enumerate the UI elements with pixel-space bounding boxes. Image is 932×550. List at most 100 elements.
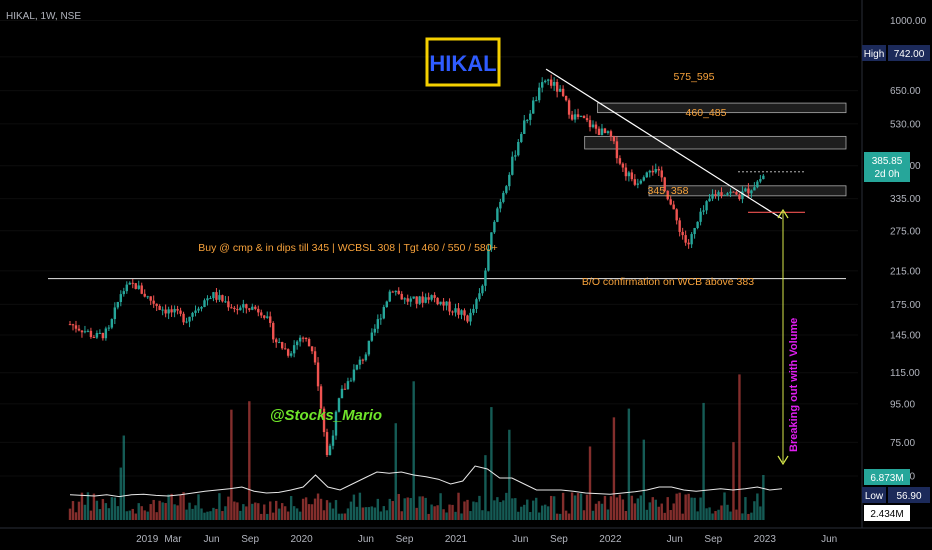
candle-body bbox=[696, 221, 699, 229]
candle-body bbox=[101, 332, 105, 339]
volume-tag: 6.873M bbox=[864, 469, 910, 485]
volume-bar bbox=[248, 401, 251, 520]
candle-body bbox=[600, 128, 604, 136]
volume-bar bbox=[113, 497, 117, 520]
volume-bar bbox=[523, 504, 526, 520]
candle-body bbox=[759, 179, 762, 182]
volume-bar bbox=[77, 501, 81, 520]
volume-bars bbox=[68, 374, 765, 520]
candle-body bbox=[233, 307, 236, 310]
volume-bar bbox=[511, 498, 514, 520]
breakout-note: B/O confirmation on WCB above 383 bbox=[582, 276, 754, 288]
volume-bar bbox=[104, 503, 108, 520]
x-tick-label: Sep bbox=[550, 534, 568, 545]
candle-body bbox=[457, 308, 460, 315]
volume-bar bbox=[735, 509, 738, 520]
candle-body bbox=[110, 319, 114, 328]
zone-label-460-485: 460_485 bbox=[686, 107, 727, 119]
candle-body bbox=[421, 296, 424, 303]
candle-body bbox=[564, 95, 568, 101]
volume-bar bbox=[606, 509, 610, 520]
candle-body bbox=[212, 292, 215, 299]
candle-body bbox=[448, 301, 451, 312]
candle-body bbox=[358, 359, 362, 365]
candle-body bbox=[236, 309, 239, 311]
candle-body bbox=[143, 293, 146, 297]
candle-body bbox=[319, 386, 323, 409]
volume-bar bbox=[499, 502, 502, 520]
volume-bar bbox=[286, 511, 290, 520]
y-tick-label: 95.00 bbox=[890, 399, 915, 410]
candle-body bbox=[699, 211, 702, 222]
volume-bar bbox=[433, 506, 436, 520]
candle-body bbox=[251, 306, 254, 310]
zone-label-345-358: 345_358 bbox=[648, 185, 689, 197]
candle-body bbox=[188, 316, 191, 322]
y-tick-label: 215.00 bbox=[890, 266, 921, 277]
candle-body bbox=[203, 300, 206, 308]
candle-body bbox=[505, 186, 508, 193]
volume-bar bbox=[639, 495, 643, 520]
volume-bar bbox=[164, 503, 167, 520]
candle-body bbox=[481, 285, 484, 294]
volume-bar bbox=[212, 507, 215, 520]
volume-bar bbox=[705, 508, 708, 520]
volume-bar bbox=[95, 500, 99, 520]
candle-body bbox=[424, 297, 427, 303]
candle-body bbox=[158, 305, 161, 310]
candle-body bbox=[346, 381, 350, 390]
candle-body bbox=[502, 192, 505, 202]
candle-body bbox=[597, 128, 601, 136]
candle-body bbox=[77, 328, 81, 331]
volume-bar bbox=[708, 507, 711, 520]
candle-body bbox=[496, 208, 499, 222]
descending-trendline[interactable] bbox=[545, 68, 783, 220]
candle-body bbox=[209, 298, 212, 300]
candle-body bbox=[242, 304, 245, 308]
time-axis[interactable]: 2019 Mar Jun Sep 2020 Jun Sep 2021 Jun Sep 2022 Jun… bbox=[136, 534, 837, 545]
volume-bar bbox=[266, 513, 269, 520]
candle-body bbox=[295, 341, 299, 346]
x-tick-label: Sep bbox=[396, 534, 414, 545]
candle-body bbox=[269, 316, 272, 323]
candle-body bbox=[603, 128, 607, 133]
volume-bar bbox=[702, 402, 705, 520]
candle-body bbox=[762, 175, 765, 180]
volume-bar bbox=[478, 495, 481, 520]
volume-bar bbox=[122, 435, 125, 520]
volume-average-value: 2.434M bbox=[870, 509, 903, 520]
trendlines[interactable] bbox=[545, 68, 806, 220]
candle-body bbox=[260, 312, 263, 316]
volume-bar bbox=[711, 513, 714, 520]
volume-bar bbox=[152, 499, 155, 520]
candle-body bbox=[630, 172, 634, 180]
candle-body bbox=[104, 328, 108, 339]
volume-bar bbox=[185, 509, 188, 520]
candle-body bbox=[352, 369, 356, 381]
volume-bar bbox=[714, 511, 717, 520]
candle-body bbox=[582, 115, 586, 119]
y-tick-label: 335.00 bbox=[890, 194, 921, 205]
volume-bar bbox=[729, 511, 732, 520]
bar-countdown: 2d 0h bbox=[874, 169, 899, 180]
candle-body bbox=[651, 170, 654, 173]
candle-body bbox=[669, 199, 672, 205]
candle-body bbox=[672, 204, 675, 210]
candle-body bbox=[594, 124, 598, 129]
volume-bar bbox=[750, 512, 753, 520]
y-tick-label: 75.00 bbox=[890, 438, 915, 449]
volume-breakout-arrow bbox=[777, 208, 789, 466]
candle-body bbox=[633, 179, 637, 185]
volume-bar bbox=[660, 503, 663, 520]
volume-bar bbox=[546, 506, 550, 520]
volume-bar bbox=[155, 512, 158, 520]
candle-body bbox=[555, 82, 559, 92]
buy-note: Buy @ cmp & in dips till 345 | WCBSL 308… bbox=[198, 242, 497, 254]
candle-body bbox=[131, 282, 134, 284]
candle-body bbox=[514, 155, 517, 157]
volume-bar bbox=[355, 506, 359, 520]
candle-body bbox=[403, 298, 406, 300]
candle-body bbox=[257, 308, 260, 313]
candle-body bbox=[627, 172, 631, 177]
